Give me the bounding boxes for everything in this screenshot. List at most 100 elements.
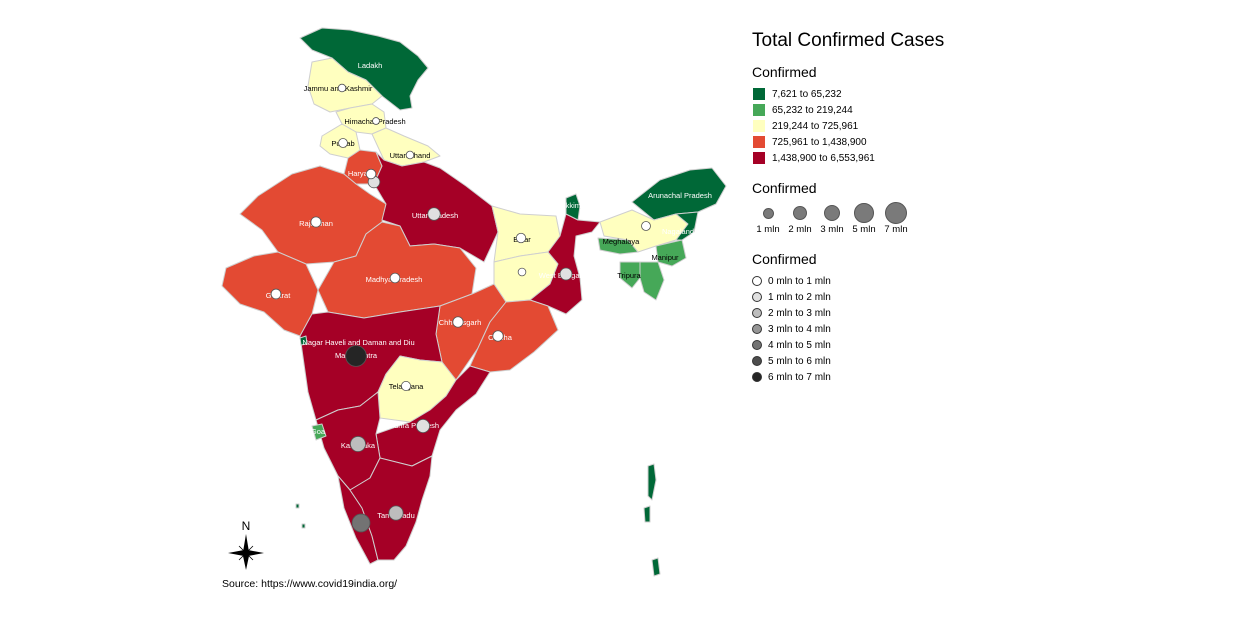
region-dnh	[299, 335, 308, 346]
legend-fill-item: 1,438,900 to 6,553,961	[752, 150, 1052, 166]
north-label: N	[242, 519, 251, 533]
legend-size-item: 5 mln	[848, 202, 880, 235]
legend-size-label: 3 mln	[820, 224, 844, 235]
legend-size-dot	[884, 201, 908, 225]
legend-size-item: 1 mln	[752, 202, 784, 235]
legend-size-title: Confirmed	[752, 180, 817, 196]
bubble-rajasthan	[310, 216, 322, 228]
label-sikkim: Sikkim	[559, 201, 581, 210]
legend-shade-label: 6 mln to 7 mln	[768, 371, 831, 383]
legend-size-item: 2 mln	[784, 202, 816, 235]
legend-size-dot	[854, 203, 874, 223]
label-nagaland: Nagaland	[662, 227, 694, 236]
source-note: Source: https://www.covid19india.org/	[222, 578, 398, 590]
bubble-tamil-nadu	[388, 505, 404, 521]
legend-shade-label: 3 mln to 4 mln	[768, 323, 831, 335]
region-nicobar	[651, 557, 661, 577]
legend-shade-item: 6 mln to 7 mln	[752, 369, 1052, 385]
bubble-himachal-pradesh	[372, 117, 380, 125]
legend-size-item: 7 mln	[880, 201, 912, 235]
legend-panel: Total Confirmed Cases Confirmed 7,621 to…	[752, 30, 1052, 385]
region-mizoram	[639, 261, 665, 301]
legend-shade-swatch	[752, 340, 762, 350]
legend-shade-item: 5 mln to 6 mln	[752, 353, 1052, 369]
region-lakshadweep-2	[301, 523, 306, 529]
legend-size-label: 1 mln	[756, 224, 780, 235]
legend-size-dot	[793, 206, 807, 220]
label-arunachal: Arunachal Pradesh	[648, 191, 712, 200]
legend-size-label: 5 mln	[852, 224, 876, 235]
legend-shade-item: 1 mln to 2 mln	[752, 289, 1052, 305]
legend-shade-swatch	[752, 308, 762, 318]
region-uttar-pradesh	[373, 151, 499, 263]
label-dnh: Dadra and Nagar Haveli and Daman and Diu	[265, 338, 414, 347]
bubble-uttar-pradesh	[427, 207, 441, 221]
bubble-andhra-pradesh	[415, 418, 431, 434]
label-manipur: Manipur	[651, 253, 679, 262]
legend-fill-title: Confirmed	[752, 64, 817, 80]
label-tripura: Tripura	[617, 271, 641, 280]
bubble-odisha	[492, 330, 504, 342]
region-andaman-1	[647, 463, 657, 501]
legend-fill-label: 7,621 to 65,232	[772, 88, 842, 100]
bubble-layer	[270, 83, 651, 533]
bubble-telangana	[400, 380, 412, 392]
legend-shade: 0 mln to 1 mln 1 mln to 2 mln 2 mln to 3…	[752, 273, 1052, 385]
legend-fill-swatch	[752, 119, 766, 133]
legend-size-dot	[823, 204, 841, 222]
region-sikkim	[565, 193, 581, 221]
legend-shade-label: 0 mln to 1 mln	[768, 275, 831, 287]
legend-fill-item: 7,621 to 65,232	[752, 86, 1052, 102]
legend-fill-label: 1,438,900 to 6,553,961	[772, 152, 875, 164]
label-ap: Andhra Pradesh	[385, 421, 439, 430]
label-haryana: Haryana	[348, 169, 377, 178]
legend-size-label: 7 mln	[884, 224, 908, 235]
region-west-bengal	[529, 213, 601, 315]
region-andaman-2	[643, 505, 651, 523]
bubble-assam	[641, 221, 651, 231]
region-odisha	[469, 299, 559, 373]
legend-fill: 7,621 to 65,232 65,232 to 219,244 219,24…	[752, 86, 1052, 166]
bubble-jharkhand	[517, 267, 527, 277]
legend-size-dot	[762, 207, 774, 219]
legend-size: 1 mln 2 mln 3 mln 5 mln 7 mln	[752, 201, 1052, 235]
compass-rose-icon	[228, 534, 264, 570]
label-meghalaya: Meghalaya	[603, 237, 641, 246]
legend-shade-label: 5 mln to 6 mln	[768, 355, 831, 367]
legend-shade-swatch	[752, 324, 762, 334]
region-tripura	[619, 261, 641, 289]
legend-fill-item: 725,961 to 1,438,900	[752, 134, 1052, 150]
legend-shade-label: 4 mln to 5 mln	[768, 339, 831, 351]
legend-fill-swatch	[752, 87, 766, 101]
bubble-kerala	[351, 513, 371, 533]
bubble-punjab	[338, 138, 348, 148]
region-karnataka	[315, 391, 381, 491]
bubble-gujarat	[270, 288, 282, 300]
legend-shade-swatch	[752, 276, 762, 286]
legend-shade-item: 4 mln to 5 mln	[752, 337, 1052, 353]
bubble-bihar	[515, 232, 527, 244]
legend-shade-swatch	[752, 356, 762, 366]
bubble-maharashtra	[345, 345, 367, 367]
region-manipur	[655, 239, 687, 267]
bubble-haryana	[365, 168, 377, 180]
region-goa	[311, 423, 327, 441]
legend-shade-label: 1 mln to 2 mln	[768, 291, 831, 303]
legend-fill-swatch	[752, 135, 766, 149]
region-meghalaya	[597, 237, 639, 255]
region-lakshadweep-1	[295, 503, 300, 509]
legend-fill-swatch	[752, 151, 766, 165]
bubble-karnataka	[350, 436, 366, 452]
label-ladakh: Ladakh	[358, 61, 383, 70]
legend-shade-item: 0 mln to 1 mln	[752, 273, 1052, 289]
legend-size-item: 3 mln	[816, 202, 848, 235]
legend-fill-label: 219,244 to 725,961	[772, 120, 859, 132]
bubble-west-bengal	[559, 267, 573, 281]
bubble-madhya-pradesh	[389, 272, 401, 284]
legend-shade-item: 2 mln to 3 mln	[752, 305, 1052, 321]
bubble-uttarakhand	[405, 150, 415, 160]
legend-shade-title: Confirmed	[752, 251, 817, 267]
india-map: Ladakh Jammu and Kashmir Himachal Prades…	[221, 27, 727, 577]
bubble-jammu-and-kashmir	[337, 83, 347, 93]
bubble-chhattisgarh	[452, 316, 464, 328]
